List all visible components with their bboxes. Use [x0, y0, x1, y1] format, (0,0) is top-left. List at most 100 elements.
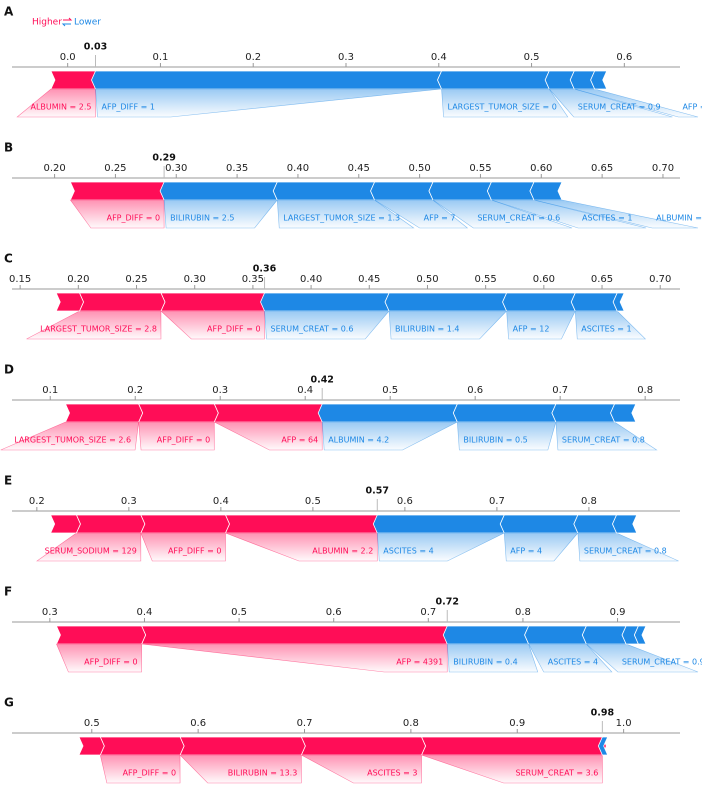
negative-fan [577, 532, 679, 562]
negative-label: ASCITES = 1 [581, 325, 631, 334]
x-tick-label: 0.15 [9, 274, 31, 285]
output-value: 0.03 [84, 42, 107, 53]
negative-label: LARGEST_TUMOR_SIZE = 1.3 [283, 214, 400, 223]
x-tick-label: 0.35 [242, 274, 264, 285]
negative-label: SERUM_CREAT = 0.6 [477, 214, 560, 223]
positive-segment [75, 514, 146, 534]
negative-fan [533, 199, 699, 229]
x-tick-label: 0.2 [29, 496, 45, 507]
negative-label: SERUM_CREAT = 0.8 [584, 547, 667, 556]
x-tick-label: 0.40 [287, 163, 309, 174]
x-tick-label: 0.3 [121, 496, 137, 507]
x-tick-label: 0.50 [416, 274, 438, 285]
x-tick-label: 0.5 [305, 496, 321, 507]
positive-segment [420, 736, 607, 756]
panel-label: E [4, 474, 12, 488]
x-tick-label: 0.7 [420, 607, 436, 618]
positive-label: SERUM_SODIUM = 129 [45, 547, 137, 556]
negative-segment [502, 292, 576, 312]
positive-label: ALBUMIN = 2.5 [30, 103, 91, 112]
output-value: 0.57 [366, 486, 389, 497]
x-tick-label: 0.8 [515, 607, 531, 618]
x-tick-label: 0.4 [431, 52, 447, 63]
x-tick-label: 0.3 [338, 52, 354, 63]
x-tick-label: 0.6 [616, 52, 632, 63]
positive-segment [69, 181, 169, 201]
x-tick-label: 0.60 [530, 163, 552, 174]
x-tick-label: 0.70 [652, 163, 674, 174]
positive-fan [179, 754, 302, 784]
x-tick-label: 0.40 [300, 274, 322, 285]
x-tick-label: 0.2 [245, 52, 261, 63]
positive-segment [64, 403, 144, 423]
x-tick-label: 0.50 [408, 163, 430, 174]
negative-label: AFP = 7 [682, 103, 702, 112]
x-tick-label: 0.70 [649, 274, 671, 285]
panel-label: D [4, 363, 14, 377]
positive-fan [214, 421, 323, 451]
positive-fan [141, 643, 448, 673]
negative-fan [506, 310, 576, 340]
output-value: 0.36 [253, 264, 277, 275]
x-tick-label: 0.3 [42, 607, 58, 618]
positive-fan [421, 754, 603, 784]
negative-label: SERUM_CREAT = 0.9 [578, 103, 661, 112]
x-tick-label: 0.45 [348, 163, 370, 174]
negative-segment [452, 403, 557, 423]
negative-fan [548, 88, 673, 118]
x-tick-label: 0.7 [552, 385, 568, 396]
output-value: 0.29 [152, 153, 175, 164]
negative-fan [491, 199, 647, 229]
negative-segment [524, 625, 587, 645]
positive-segment [179, 736, 306, 756]
negative-fan [585, 643, 699, 673]
panel-label: A [4, 5, 14, 19]
positive-segment [55, 625, 147, 645]
x-tick-label: 0.9 [509, 718, 525, 729]
positive-label: ALBUMIN = 2.2 [312, 547, 373, 556]
x-tick-label: 0.8 [403, 718, 419, 729]
positive-fan [160, 310, 265, 340]
positive-fan [138, 421, 215, 451]
negative-fan [432, 199, 573, 229]
positive-label: BILIRUBIN = 13.3 [228, 769, 298, 778]
positive-label: AFP_DIFF = 0 [123, 769, 177, 778]
negative-segment [597, 736, 609, 756]
x-tick-label: 0.30 [184, 274, 206, 285]
positive-label: LARGEST_TUMOR_SIZE = 2.8 [40, 325, 157, 334]
x-tick-label: 0.4 [297, 385, 313, 396]
negative-fan [376, 532, 505, 562]
negative-label: BILIRUBIN = 0.5 [463, 436, 527, 445]
positive-label: AFP_DIFF = 0 [84, 658, 138, 667]
negative-segment [612, 292, 625, 312]
panel-label: C [4, 252, 13, 266]
x-tick-label: 0.35 [226, 163, 248, 174]
x-tick-label: 0.5 [84, 718, 100, 729]
legend-higher: Higher [32, 18, 62, 28]
negative-label: ALBUMIN = 4.2 [328, 436, 389, 445]
x-tick-label: 0.1 [152, 52, 168, 63]
negative-segment [486, 181, 535, 201]
x-tick-label: 0.5 [382, 385, 398, 396]
negative-label: BILIRUBIN = 0.4 [453, 658, 517, 667]
positive-label: AFP_DIFF = 0 [157, 436, 211, 445]
negative-label: ASCITES = 4 [383, 547, 433, 556]
x-tick-label: 0.4 [213, 496, 229, 507]
negative-label: AFP = 4 [510, 547, 542, 556]
negative-segment [437, 70, 550, 90]
negative-segment [590, 70, 608, 90]
negative-label: ALBUMIN = 2.7 [656, 214, 702, 223]
x-tick-label: 0.7 [489, 496, 505, 507]
negative-segment [384, 292, 508, 312]
negative-segment [612, 514, 638, 534]
x-tick-label: 0.20 [43, 163, 65, 174]
x-tick-label: 0.4 [137, 607, 153, 618]
legend-arrows [61, 17, 73, 27]
negative-segment [499, 514, 579, 534]
negative-label: AFP = 12 [513, 325, 550, 334]
x-tick-label: 0.25 [125, 274, 147, 285]
negative-fan [503, 532, 579, 562]
panel-label: G [4, 696, 14, 710]
positive-label: AFP_DIFF = 0 [168, 547, 222, 556]
